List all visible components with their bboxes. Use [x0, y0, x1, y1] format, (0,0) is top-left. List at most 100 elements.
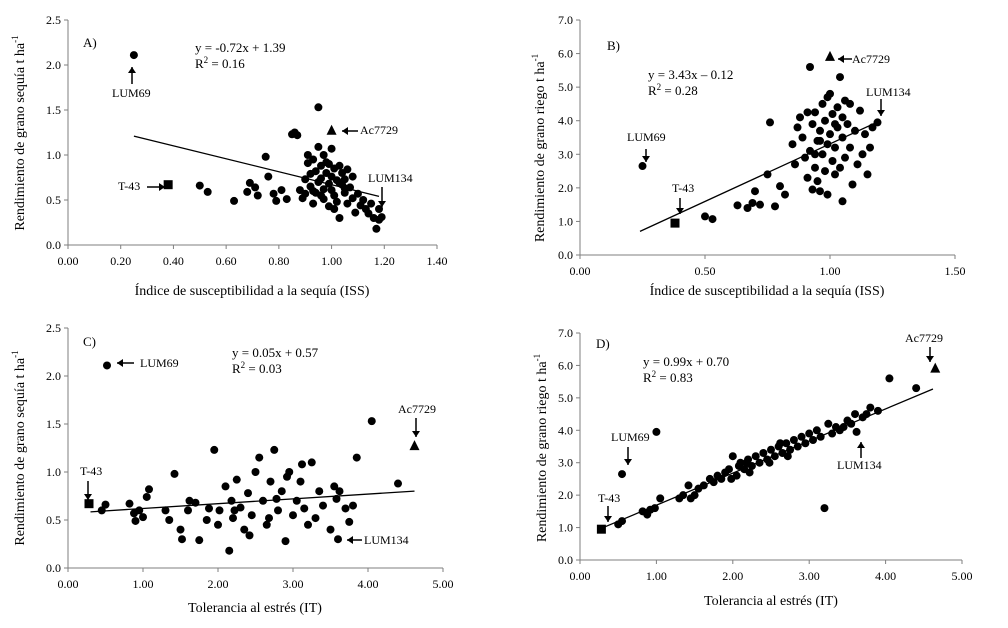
data-point: [191, 498, 200, 507]
y-axis-label-superscript: -1: [10, 35, 20, 43]
data-point: [791, 160, 799, 169]
data-point: [798, 133, 807, 142]
data-point: [816, 126, 824, 135]
r-squared-value: = 0.28: [661, 83, 698, 98]
data-point: [317, 174, 326, 183]
y-tick-label: 2.0: [558, 488, 573, 502]
data-point: [786, 445, 795, 454]
regression-equation: y = 0.99x + 0.70: [643, 354, 729, 369]
data-point: [324, 160, 333, 168]
data-point: [759, 448, 768, 457]
y-tick-label: 0.0: [46, 561, 61, 575]
special-point-lum69: [618, 470, 627, 479]
annotation-arrow-head: [624, 459, 632, 465]
data-point: [281, 537, 290, 546]
y-tick-label: 2.0: [46, 58, 61, 72]
data-point: [839, 423, 848, 432]
data-point: [745, 468, 754, 477]
data-point: [332, 494, 341, 503]
special-point-t-43: [670, 218, 680, 228]
data-point: [866, 143, 874, 152]
data-point: [145, 485, 153, 494]
data-point: [307, 458, 316, 467]
y-tick-label: 0.0: [558, 248, 573, 262]
r-squared-superscript: 2: [241, 360, 246, 370]
regression-equation: y = -0.72x + 1.39: [195, 40, 286, 55]
data-point: [214, 520, 222, 529]
data-point: [135, 506, 144, 515]
special-point-lum69: [103, 361, 111, 370]
annotation-lum134: LUM134: [837, 458, 882, 472]
annotation-arrow-head: [676, 208, 684, 214]
r-squared-superscript: 2: [204, 55, 209, 65]
data-point: [277, 186, 286, 195]
r-squared: R2 = 0.83: [643, 369, 693, 385]
x-tick-label: 0.00: [58, 254, 79, 268]
data-point: [833, 103, 842, 112]
data-point: [796, 113, 804, 122]
data-point: [349, 501, 357, 510]
x-tick-label: 4.00: [875, 569, 896, 583]
data-point: [161, 506, 170, 515]
data-point: [828, 429, 837, 438]
y-tick-label: 5.0: [558, 391, 573, 405]
y-tick-label: 0.0: [46, 238, 61, 252]
annotation-arrow-head: [378, 201, 386, 207]
regression-equation: y = 0.05x + 0.57: [232, 345, 319, 360]
data-point: [727, 474, 736, 483]
x-tick-label: 1.00: [820, 264, 841, 278]
data-point: [377, 213, 386, 222]
data-point: [793, 123, 802, 132]
data-point: [210, 445, 219, 454]
data-point: [863, 170, 872, 179]
data-point: [340, 184, 349, 193]
annotation-arrow-head: [347, 536, 353, 544]
data-point: [816, 187, 824, 196]
special-point-lum134: [375, 205, 384, 213]
data-point: [359, 196, 368, 204]
y-tick-label: 0.5: [46, 513, 61, 527]
data-point: [873, 406, 882, 415]
y-axis-label-superscript: -1: [10, 350, 20, 358]
data-point: [225, 546, 234, 555]
data-point: [801, 153, 809, 162]
special-point-t-43: [163, 180, 173, 190]
chart-panel-d: 0.00 1.00 2.00 3.00 4.00 5.00 0.0 1.0 2.0 3.0 4.0 5…: [532, 326, 973, 609]
data-point: [650, 504, 659, 513]
x-tick-label: 0.00: [570, 264, 591, 278]
annotation-arrow-head: [642, 156, 650, 162]
data-point: [178, 535, 186, 544]
y-tick-label: 0.0: [558, 553, 573, 567]
data-point: [823, 190, 832, 199]
y-axis-label: Rendimiento de grano riego t ha-1: [530, 54, 548, 242]
data-point: [776, 439, 785, 448]
data-point: [618, 517, 627, 526]
data-point: [820, 504, 829, 513]
annotation-lum134: LUM134: [866, 85, 911, 99]
data-point: [245, 178, 254, 187]
x-tick-label: 0.00: [570, 569, 591, 583]
data-point: [300, 504, 309, 513]
data-point: [303, 151, 312, 159]
data-point: [862, 410, 871, 419]
y-tick-label: 1.5: [46, 103, 61, 117]
x-tick-label: 5.00: [433, 577, 454, 591]
data-point: [808, 185, 817, 194]
data-point: [170, 469, 179, 478]
data-point: [690, 491, 699, 500]
data-point: [253, 191, 262, 200]
y-axis-label: Rendimiento de grano riego t ha-1: [532, 354, 550, 542]
data-point: [230, 506, 239, 515]
data-point: [771, 202, 779, 211]
data-point: [811, 108, 819, 117]
data-point: [327, 144, 336, 153]
x-tick-label: 3.00: [283, 577, 304, 591]
data-point: [868, 123, 877, 132]
data-point: [131, 516, 140, 525]
annotation-lum69: LUM69: [112, 86, 151, 100]
data-point: [176, 525, 185, 534]
data-point: [296, 477, 305, 486]
data-point: [236, 503, 245, 512]
annotation-lum69: LUM69: [611, 430, 650, 444]
data-point: [309, 155, 318, 164]
